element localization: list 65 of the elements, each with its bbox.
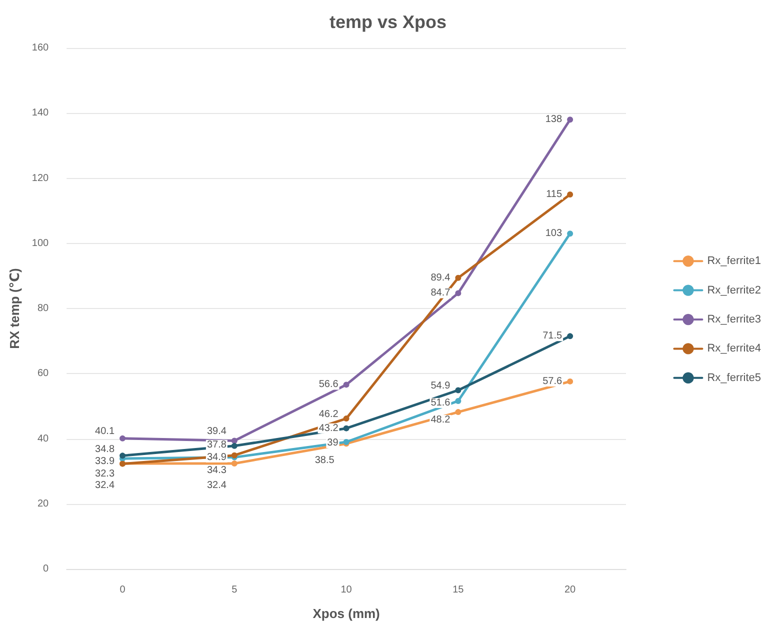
data-label: 32.4 <box>95 480 115 491</box>
point <box>343 416 350 422</box>
point <box>567 230 574 237</box>
data-label: 38.5 <box>314 455 335 466</box>
point <box>231 438 238 444</box>
data-label: 39 <box>327 438 339 449</box>
data-label: 37.8 <box>206 439 227 450</box>
x-tick-label: 5 <box>232 584 238 596</box>
data-label: 103 <box>545 228 562 240</box>
point <box>455 290 462 296</box>
data-label: 39.4 <box>206 426 227 438</box>
legend-label: Rx_ferrite4 <box>707 342 761 355</box>
x-tick-label: 20 <box>564 584 576 596</box>
legend-label: Rx_ferrite3 <box>707 314 761 326</box>
y-tick-label: 160 <box>32 42 50 54</box>
y-tick-label: 60 <box>37 368 50 380</box>
data-label: 32.4 <box>206 480 227 491</box>
data-label: 84.7 <box>430 288 451 299</box>
data-label: 56.6 <box>318 379 339 390</box>
point <box>231 460 238 466</box>
legend-label: Rx_ferrite5 <box>707 372 761 384</box>
data-label: 34.8 <box>95 444 115 456</box>
chart-title: temp vs Xpos <box>329 12 447 32</box>
data-label: 43.2 <box>318 422 339 434</box>
legend-label: Rx_ferrite1 <box>707 255 761 268</box>
x-axis-title: Xpos (mm) <box>312 606 380 621</box>
point <box>455 398 462 404</box>
y-tick-label: 140 <box>32 108 50 119</box>
point <box>567 116 574 123</box>
data-label: 33.9 <box>95 456 115 468</box>
data-label: 138 <box>545 114 562 126</box>
y-axis-title: RX temp (℃) <box>7 268 22 349</box>
y-tick-label: 0 <box>43 564 50 574</box>
data-label: 34.9 <box>206 452 227 463</box>
x-tick-label: 0 <box>120 584 126 596</box>
y-tick-label: 20 <box>37 498 50 510</box>
data-label: 34.3 <box>206 464 227 476</box>
point <box>567 333 574 340</box>
data-label: 48.2 <box>430 414 451 426</box>
y-tick-label: 40 <box>37 433 50 444</box>
x-tick-label: 10 <box>340 584 352 596</box>
data-label: 51.6 <box>430 397 451 408</box>
point <box>567 378 574 384</box>
legend-label: Rx_ferrite2 <box>707 284 761 296</box>
point <box>231 442 238 449</box>
y-tick-label: 100 <box>32 238 50 249</box>
point <box>455 274 462 281</box>
point <box>455 387 462 394</box>
y-tick-label: 80 <box>37 303 50 314</box>
point <box>343 425 350 432</box>
data-label: 40.1 <box>95 426 115 437</box>
point <box>120 452 126 459</box>
point <box>567 192 574 198</box>
data-label: 46.2 <box>318 409 339 420</box>
x-tick-label: 15 <box>452 584 464 596</box>
y-tick-label: 120 <box>32 172 50 184</box>
data-label: 71.5 <box>542 330 562 342</box>
data-label: 32.3 <box>95 468 115 480</box>
data-label: 54.9 <box>430 380 451 392</box>
data-label: 89.4 <box>430 272 451 284</box>
data-label: 115 <box>546 189 562 200</box>
point <box>455 409 462 416</box>
point <box>343 382 350 388</box>
data-label: 57.6 <box>542 376 562 387</box>
point <box>120 435 126 442</box>
